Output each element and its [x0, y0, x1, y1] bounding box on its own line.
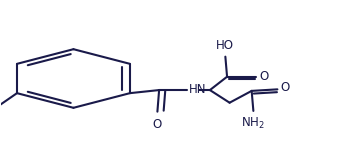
Text: HN: HN [189, 83, 207, 96]
Text: O: O [280, 81, 289, 94]
Text: HO: HO [216, 39, 234, 52]
Text: O: O [153, 118, 162, 131]
Text: O: O [260, 70, 269, 83]
Text: NH$_2$: NH$_2$ [242, 116, 265, 131]
